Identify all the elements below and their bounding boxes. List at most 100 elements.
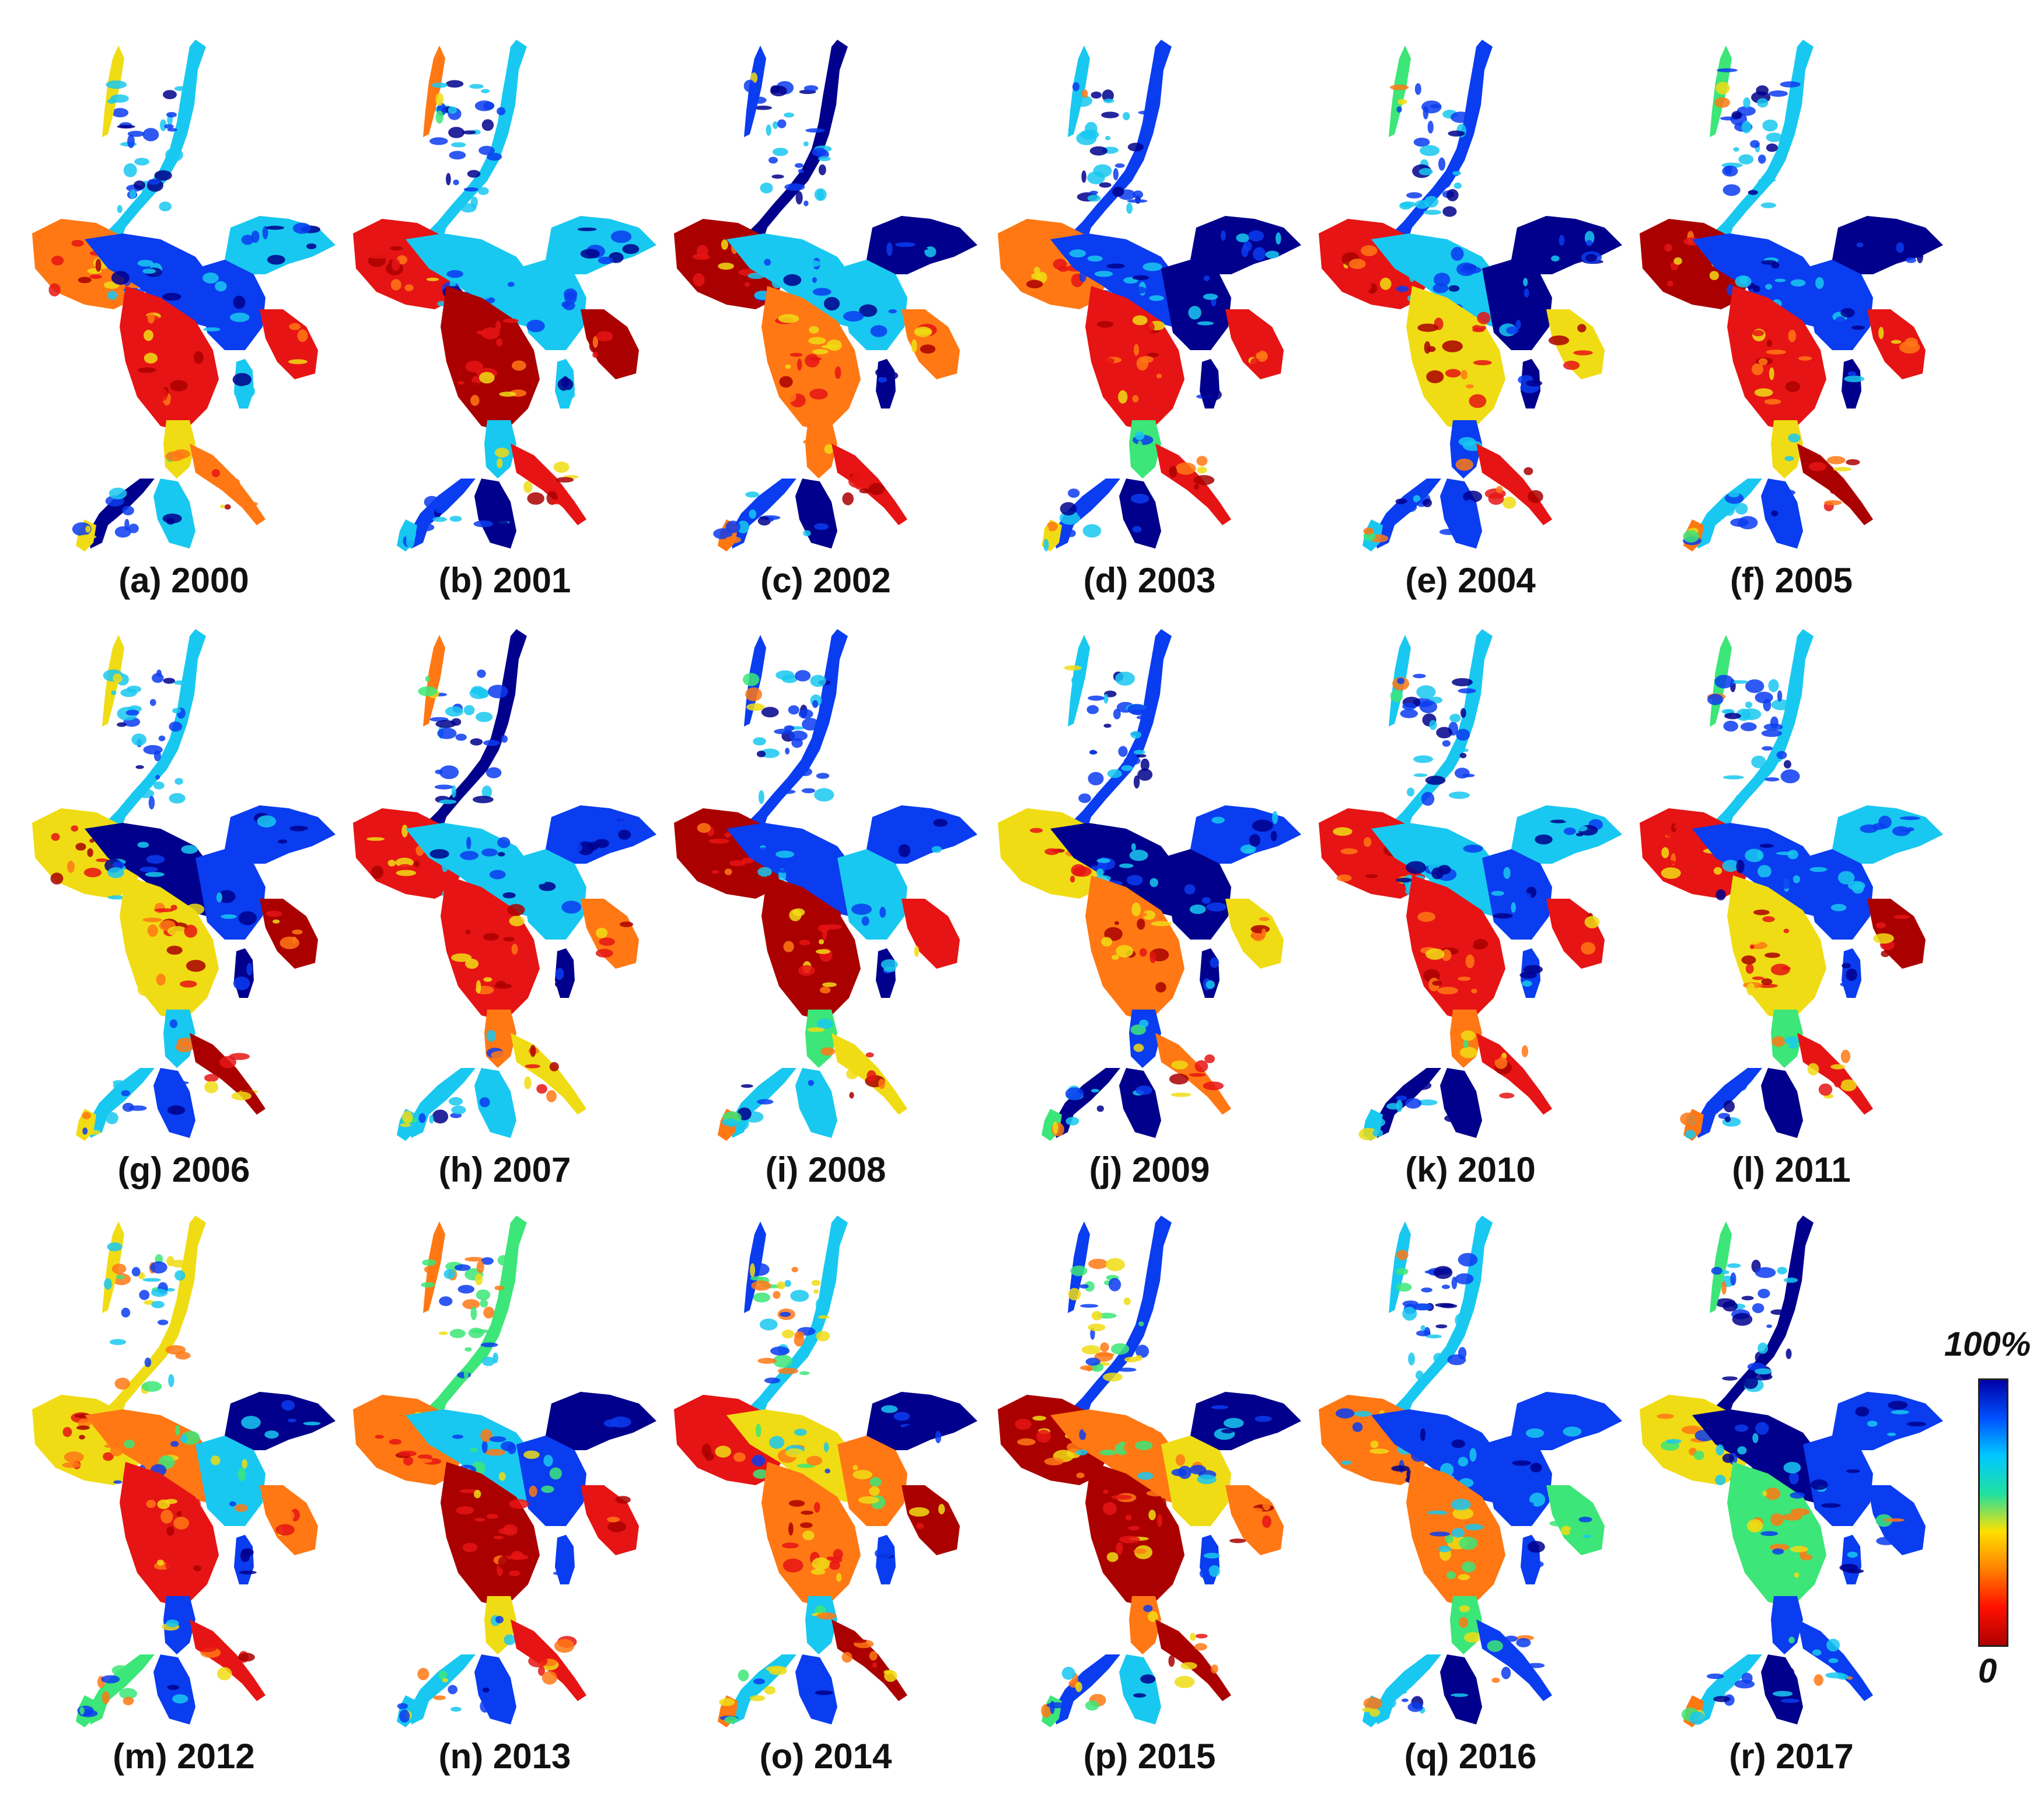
texture-patch bbox=[417, 1668, 429, 1681]
texture-patch bbox=[1478, 343, 1493, 354]
region-north-east-arm bbox=[1832, 1392, 1943, 1450]
texture-patch bbox=[142, 128, 159, 142]
texture-patch bbox=[1426, 370, 1444, 383]
texture-patch bbox=[778, 314, 799, 323]
texture-patch bbox=[1721, 1270, 1729, 1275]
texture-patch bbox=[414, 523, 435, 532]
texture-patch bbox=[1731, 111, 1742, 120]
texture-patch bbox=[449, 276, 456, 289]
texture-patch bbox=[1788, 1044, 1798, 1049]
texture-patch bbox=[232, 373, 251, 386]
region-south-lake bbox=[1440, 1654, 1482, 1724]
texture-patch bbox=[1657, 1413, 1674, 1419]
texture-patch bbox=[406, 839, 419, 847]
texture-patch bbox=[1190, 299, 1200, 308]
region-south-lake bbox=[1440, 479, 1482, 549]
texture-patch bbox=[536, 1084, 547, 1094]
texture-patch bbox=[1211, 816, 1225, 824]
texture-patch bbox=[526, 319, 545, 333]
texture-patch bbox=[1076, 1472, 1085, 1479]
texture-patch bbox=[881, 1405, 898, 1413]
texture-patch bbox=[67, 860, 75, 873]
texture-patch bbox=[128, 1105, 147, 1111]
texture-patch bbox=[107, 291, 117, 300]
texture-patch bbox=[1753, 909, 1770, 916]
texture-patch bbox=[302, 829, 311, 836]
texture-patch bbox=[502, 892, 516, 899]
texture-patch bbox=[1081, 89, 1088, 98]
texture-patch bbox=[491, 1050, 511, 1060]
texture-patch bbox=[555, 886, 566, 895]
map-panel: (q) 2016 bbox=[1307, 1211, 1634, 1794]
texture-patch bbox=[1735, 795, 1742, 805]
texture-patch bbox=[1893, 915, 1910, 919]
texture-patch bbox=[561, 1556, 571, 1569]
texture-patch bbox=[1221, 1429, 1234, 1434]
texture-patch bbox=[1758, 865, 1772, 878]
texture-patch bbox=[872, 1662, 878, 1668]
texture-patch bbox=[569, 842, 582, 853]
texture-patch bbox=[803, 141, 809, 146]
texture-patch bbox=[1132, 526, 1142, 533]
texture-patch bbox=[596, 331, 613, 341]
texture-patch bbox=[144, 352, 158, 364]
reservoir-map bbox=[353, 1216, 656, 1727]
texture-patch bbox=[1148, 1510, 1156, 1520]
region-north-east-arm bbox=[1190, 1392, 1301, 1450]
region-north-east-arm bbox=[1511, 805, 1622, 864]
texture-patch bbox=[834, 366, 841, 379]
texture-patch bbox=[1099, 182, 1112, 188]
texture-patch bbox=[1774, 278, 1786, 282]
texture-patch bbox=[507, 1443, 516, 1454]
texture-patch bbox=[771, 174, 784, 179]
texture-patch bbox=[598, 256, 614, 264]
texture-patch bbox=[162, 514, 182, 523]
texture-patch bbox=[111, 1263, 127, 1274]
texture-patch bbox=[1396, 1095, 1407, 1101]
texture-patch bbox=[462, 1299, 480, 1310]
texture-patch bbox=[1379, 277, 1392, 290]
texture-patch bbox=[1391, 1465, 1410, 1472]
texture-patch bbox=[151, 1301, 165, 1308]
reservoir-map bbox=[674, 629, 977, 1141]
texture-patch bbox=[503, 937, 515, 942]
texture-patch bbox=[167, 128, 177, 132]
texture-patch bbox=[808, 337, 826, 345]
texture-patch bbox=[165, 1345, 186, 1355]
texture-patch bbox=[85, 525, 91, 533]
texture-patch bbox=[557, 1566, 562, 1576]
texture-patch bbox=[1435, 1324, 1448, 1329]
texture-patch bbox=[1458, 1253, 1478, 1267]
region-north-east-arm bbox=[866, 1392, 977, 1450]
texture-patch bbox=[1079, 270, 1086, 282]
texture-patch bbox=[1713, 867, 1722, 875]
texture-patch bbox=[1846, 1569, 1864, 1574]
texture-patch bbox=[928, 240, 935, 247]
texture-patch bbox=[460, 203, 477, 213]
texture-patch bbox=[217, 1667, 232, 1681]
texture-patch bbox=[476, 1261, 484, 1273]
region-south-lake bbox=[795, 1068, 837, 1138]
texture-patch bbox=[697, 823, 711, 833]
panel-caption: (k) 2010 bbox=[1405, 1150, 1536, 1189]
texture-patch bbox=[448, 1097, 463, 1106]
texture-patch bbox=[878, 376, 888, 383]
texture-patch bbox=[1103, 1373, 1123, 1382]
texture-patch bbox=[155, 774, 160, 780]
texture-patch bbox=[579, 1418, 595, 1433]
region-south-east-branch bbox=[190, 1033, 265, 1115]
texture-patch bbox=[1413, 137, 1430, 147]
texture-patch bbox=[791, 1266, 798, 1273]
texture-patch bbox=[1197, 466, 1207, 474]
texture-patch bbox=[1661, 867, 1681, 879]
texture-patch bbox=[413, 1458, 433, 1464]
texture-patch bbox=[1837, 1674, 1849, 1680]
texture-patch bbox=[770, 85, 787, 97]
texture-patch bbox=[185, 367, 207, 378]
texture-patch bbox=[1683, 530, 1699, 543]
texture-patch bbox=[158, 1319, 169, 1325]
texture-patch bbox=[1050, 1701, 1055, 1715]
texture-patch bbox=[1685, 1130, 1696, 1139]
texture-patch bbox=[113, 1480, 123, 1484]
texture-patch bbox=[82, 1112, 91, 1119]
